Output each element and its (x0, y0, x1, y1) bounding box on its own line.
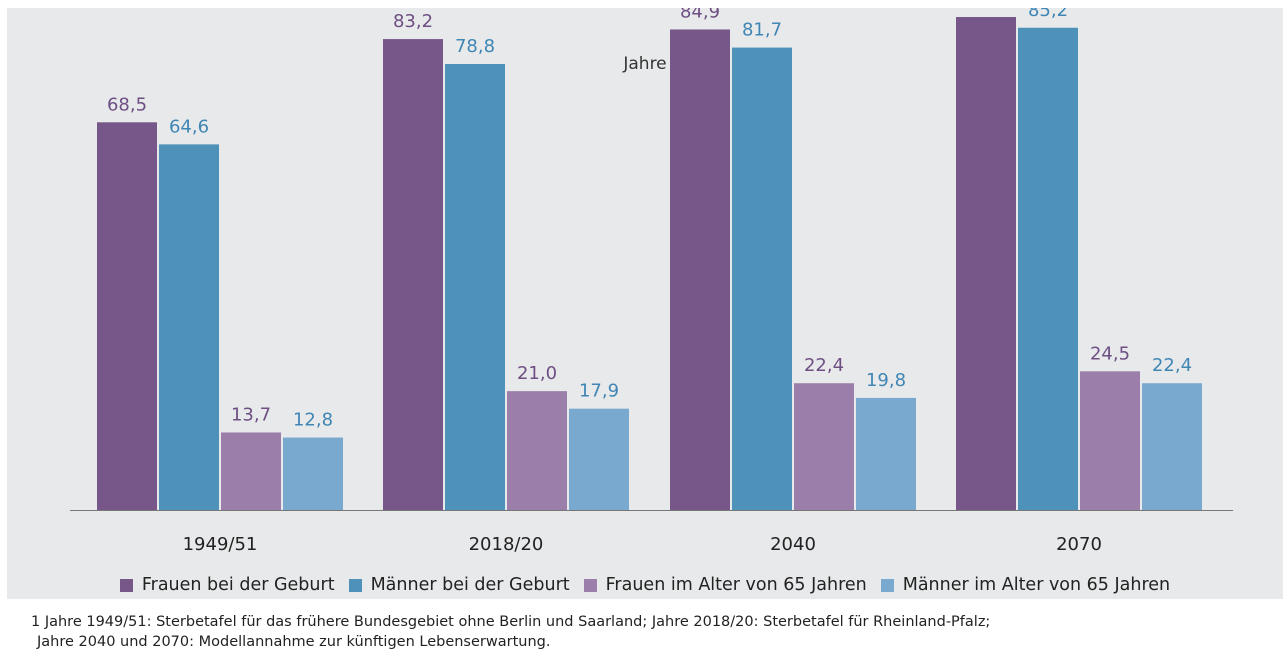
data-label: 68,5 (107, 94, 147, 115)
bar-chart: 68,5 64,6 13,7 12,8 1949/51 83,2 78,8 21,0 17,9 2… (70, 8, 1233, 555)
bar-2070-series-3 (1142, 383, 1202, 510)
bar-2070-series-1 (1018, 27, 1078, 510)
legend-item-frauen-65: Frauen im Alter von 65 Jahren (583, 575, 867, 595)
footnote: 1 Jahre 1949/51: Sterbetafel für das frü… (31, 612, 1261, 652)
legend-swatch-frauen-geburt (119, 578, 133, 592)
bar-1949-51-series-3 (283, 437, 343, 510)
data-label: 12,8 (293, 410, 333, 431)
data-label: 87,1 (966, 8, 1006, 10)
data-label: 22,4 (1152, 355, 1192, 376)
data-label: 17,9 (579, 381, 619, 402)
data-label: 21,0 (517, 363, 557, 384)
data-label: 78,8 (455, 36, 495, 57)
bar-1949-51-series-0 (97, 122, 157, 510)
legend-swatch-frauen-65 (583, 578, 597, 592)
bar-2040-series-1 (732, 47, 792, 510)
legend: Frauen bei der Geburt Männer bei der Geb… (7, 575, 1283, 595)
chart-panel: Jahre 68,5 64,6 13,7 12,8 1949/51 83,2 78,8 21,… (7, 8, 1283, 599)
footnote-line-2: Jahre 2040 und 2070: Modellannahme zur k… (37, 634, 551, 650)
bar-2018-20-series-0 (383, 39, 443, 510)
x-tick-label: 2018/20 (469, 534, 544, 555)
data-label: 83,2 (393, 11, 433, 32)
legend-label: Frauen im Alter von 65 Jahren (605, 575, 867, 595)
legend-label: Männer im Alter von 65 Jahren (902, 575, 1171, 595)
bar-2018-20-series-2 (507, 391, 567, 510)
data-label: 84,9 (680, 8, 720, 22)
x-tick-label: 1949/51 (183, 534, 258, 555)
y-axis-unit-label: Jahre (623, 54, 667, 74)
data-label: 81,7 (742, 20, 782, 41)
data-label: 24,5 (1090, 343, 1130, 364)
footnote-line-1: 1 Jahre 1949/51: Sterbetafel für das frü… (31, 614, 991, 630)
bar-1949-51-series-2 (221, 432, 281, 510)
legend-label: Männer bei der Geburt (370, 575, 570, 595)
data-label: 22,4 (804, 355, 844, 376)
x-tick-label: 2040 (770, 534, 816, 555)
data-label: 19,8 (866, 370, 906, 391)
legend-item-maenner-geburt: Männer bei der Geburt (348, 575, 570, 595)
data-label: 85,2 (1028, 8, 1068, 21)
bar-2070-series-2 (1080, 371, 1140, 510)
legend-label: Frauen bei der Geburt (141, 575, 335, 595)
data-label: 64,6 (169, 116, 209, 137)
bar-2040-series-0 (670, 29, 730, 510)
bar-2040-series-2 (794, 383, 854, 510)
data-label: 13,7 (231, 404, 271, 425)
legend-item-frauen-geburt: Frauen bei der Geburt (119, 575, 335, 595)
bar-2040-series-3 (856, 397, 916, 510)
legend-item-maenner-65: Männer im Alter von 65 Jahren (880, 575, 1171, 595)
x-tick-label: 2070 (1056, 534, 1102, 555)
legend-swatch-maenner-65 (880, 578, 894, 592)
legend-swatch-maenner-geburt (348, 578, 362, 592)
bar-2070-series-0 (956, 17, 1016, 510)
bar-2018-20-series-3 (569, 408, 629, 510)
bar-1949-51-series-1 (159, 144, 219, 510)
bar-2018-20-series-1 (445, 63, 505, 510)
